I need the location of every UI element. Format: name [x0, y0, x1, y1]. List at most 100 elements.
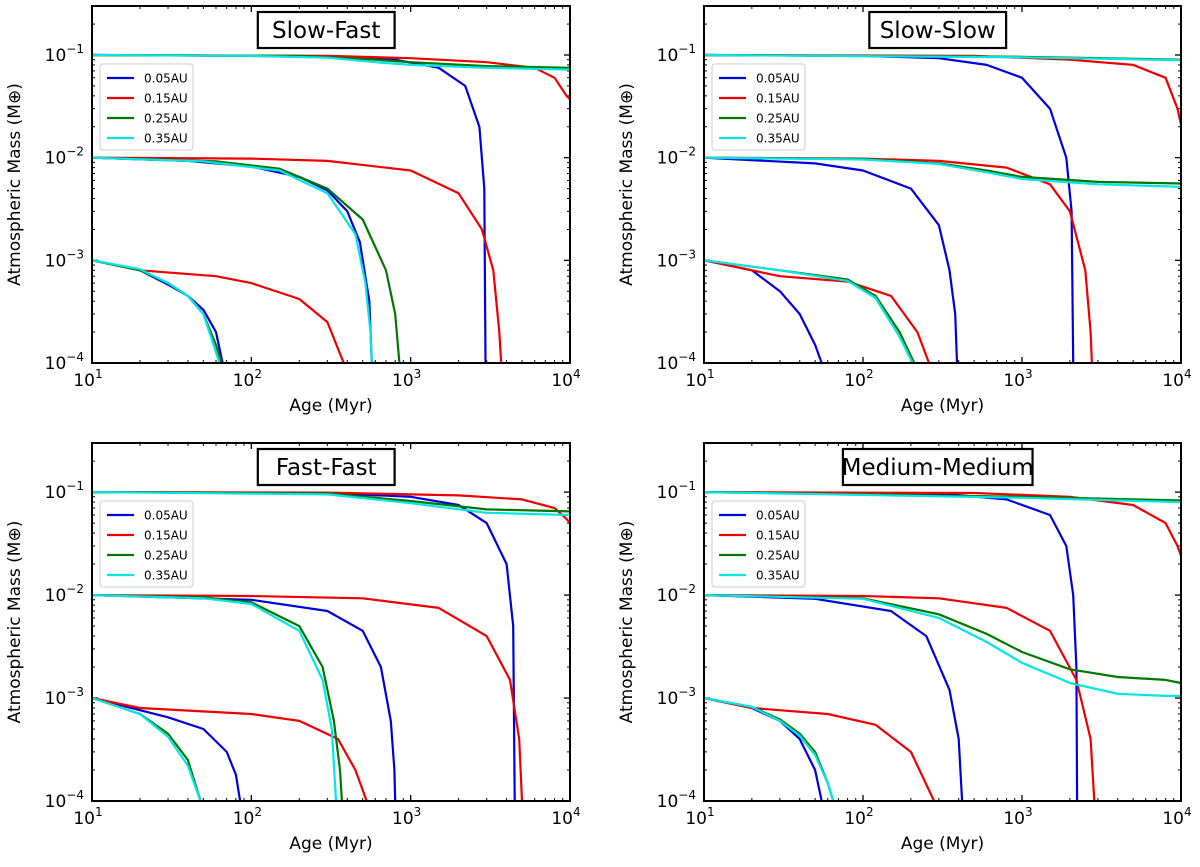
legend: 0.05AU 0.15AU 0.25AU 0.35AU	[99, 500, 194, 588]
series-line-0.25AU	[92, 156, 401, 363]
tick-exponent: −4	[66, 788, 84, 802]
legend-box	[711, 63, 806, 151]
tick-exponent: 2	[254, 805, 262, 819]
legend-box	[99, 63, 194, 151]
y-tick-label: 10−3	[657, 685, 696, 709]
x-tick-label: 104	[1162, 805, 1191, 829]
chart-title: Medium-Medium	[842, 455, 1034, 481]
legend-label: 0.25AU	[756, 549, 800, 563]
y-axis-label: Atmospheric Mass (M⊕)	[617, 521, 637, 724]
legend-label: 0.35AU	[756, 132, 800, 146]
x-tick-label: 101	[685, 367, 714, 391]
tick-base: 10	[657, 46, 679, 66]
chart-panel-2: 101 102 103 10410−410−310−210−1Slow-Slow0.0…	[617, 5, 1192, 416]
tick-base: 10	[1162, 371, 1184, 391]
y-tick-label: 10−2	[45, 582, 84, 606]
series-line-0.35AU	[704, 594, 1181, 697]
y-tick-label: 10−1	[657, 479, 696, 503]
series-line-0.35AU	[704, 696, 835, 801]
y-tick-label: 10−3	[45, 247, 84, 271]
legend-box	[99, 500, 194, 588]
tick-exponent: −3	[678, 247, 696, 261]
legend-label: 0.05AU	[144, 509, 188, 523]
tick-exponent: −2	[66, 582, 84, 596]
tick-exponent: 2	[866, 367, 874, 381]
tick-exponent: −1	[678, 42, 696, 56]
tick-base: 10	[657, 251, 679, 271]
tick-exponent: 2	[866, 805, 874, 819]
y-tick-label: 10−2	[45, 145, 84, 169]
series-line-0.15AU	[92, 594, 524, 801]
x-tick-label: 103	[392, 367, 421, 391]
tick-base: 10	[73, 371, 95, 391]
legend-label: 0.05AU	[756, 72, 800, 86]
tick-base: 10	[657, 792, 679, 812]
tick-exponent: 3	[414, 805, 422, 819]
tick-exponent: 1	[95, 805, 103, 819]
y-tick-label: 10−2	[657, 145, 696, 169]
legend-label: 0.35AU	[144, 132, 188, 146]
tick-exponent: 3	[414, 367, 422, 381]
tick-exponent: −2	[678, 145, 696, 159]
tick-marks	[91, 443, 571, 802]
tick-base: 10	[45, 46, 67, 66]
y-tick-label: 10−4	[657, 788, 696, 812]
x-axis-label: Age (Myr)	[901, 834, 984, 854]
legend: 0.05AU 0.15AU 0.25AU 0.35AU	[99, 63, 194, 151]
series-line-0.05AU	[704, 594, 964, 801]
series-line-0.35AU	[92, 156, 373, 363]
tick-base: 10	[551, 809, 573, 829]
series-line-0.05AU	[704, 156, 959, 363]
tick-base: 10	[657, 689, 679, 709]
tick-exponent: −4	[66, 350, 84, 364]
series-line-0.05AU	[704, 259, 823, 363]
tick-base: 10	[657, 483, 679, 503]
x-axis-label: Age (Myr)	[289, 396, 372, 416]
chart-panel-4: 101 102 103 10410−410−310−210−1Medium-Mediu…	[617, 442, 1192, 854]
tick-exponent: −1	[66, 479, 84, 493]
y-axis-label: Atmospheric Mass (M⊕)	[617, 83, 637, 286]
legend: 0.05AU 0.15AU 0.25AU 0.35AU	[711, 63, 806, 151]
series-line-0.05AU	[704, 491, 1079, 801]
y-tick-label: 10−1	[657, 42, 696, 66]
tick-base: 10	[233, 371, 255, 391]
y-tick-label: 10−2	[657, 582, 696, 606]
legend-label: 0.15AU	[144, 92, 188, 106]
tick-exponent: 4	[1184, 367, 1192, 381]
x-tick-label: 102	[844, 367, 873, 391]
tick-base: 10	[45, 689, 67, 709]
tick-exponent: −1	[678, 479, 696, 493]
tick-exponent: −3	[678, 685, 696, 699]
series-line-0.15AU	[92, 696, 368, 801]
series-line-0.35AU	[704, 53, 1181, 62]
series-line-0.05AU	[92, 594, 397, 801]
series-lines	[704, 491, 1181, 801]
tick-exponent: 3	[1025, 805, 1033, 819]
legend-label: 0.05AU	[756, 509, 800, 523]
title-box	[256, 10, 396, 50]
tick-base: 10	[657, 586, 679, 606]
title-box	[868, 10, 1008, 50]
tick-base: 10	[45, 149, 67, 169]
tick-marks	[91, 6, 571, 364]
x-tick-label: 102	[844, 805, 873, 829]
legend-label: 0.25AU	[144, 112, 188, 126]
tick-base: 10	[657, 149, 679, 169]
tick-base: 10	[657, 354, 679, 374]
x-tick-label: 103	[1003, 367, 1032, 391]
series-line-0.25AU	[704, 594, 1181, 685]
tick-exponent: −4	[678, 788, 696, 802]
tick-base: 10	[392, 371, 414, 391]
tick-base: 10	[844, 809, 866, 829]
tick-base: 10	[45, 354, 67, 374]
tick-exponent: 2	[254, 367, 262, 381]
y-axis-label: Atmospheric Mass (M⊕)	[5, 521, 25, 724]
tick-base: 10	[551, 371, 573, 391]
legend-label: 0.15AU	[756, 529, 800, 543]
tick-exponent: −1	[66, 42, 84, 56]
x-tick-label: 102	[233, 805, 262, 829]
plot-frame	[703, 5, 1182, 364]
tick-base: 10	[1162, 809, 1184, 829]
legend-label: 0.05AU	[144, 72, 188, 86]
tick-base: 10	[45, 792, 67, 812]
